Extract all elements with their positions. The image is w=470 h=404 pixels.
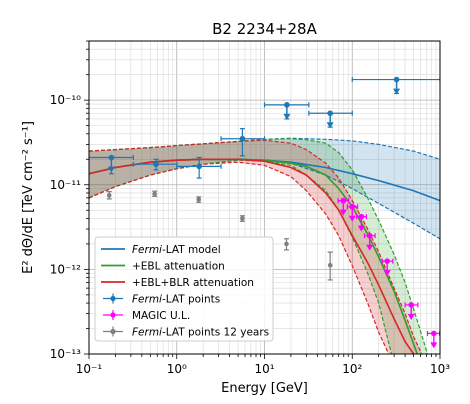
- x-tick-label: 10²: [342, 362, 362, 376]
- data-point: [196, 163, 202, 170]
- ul-arrow-head: [283, 113, 291, 120]
- data-point: [327, 110, 333, 117]
- data-point: [284, 241, 289, 247]
- y-tick-label: 10⁻¹⁰: [50, 93, 81, 107]
- ul-arrow-head: [339, 209, 347, 216]
- data-point: [284, 102, 290, 108]
- data-point: [196, 197, 202, 202]
- legend-label: Fermi-LAT points: [132, 294, 220, 306]
- data-point: [393, 76, 400, 83]
- y-axis-label: E² dΘ/dE [TeV cm⁻² s⁻¹]: [21, 121, 36, 274]
- ul-arrow-head: [357, 225, 365, 232]
- data-point: [358, 213, 365, 220]
- data-point: [240, 216, 245, 221]
- band-upper-edge: [89, 138, 429, 354]
- model-lines: [89, 137, 440, 354]
- y-tick-label: 10⁻¹¹: [50, 178, 81, 192]
- data-point: [106, 193, 112, 198]
- ul-arrow-head: [407, 313, 415, 320]
- legend: Fermi-LAT model +EBL attenuation +EBL+BLR …: [94, 236, 274, 342]
- data-point: [327, 262, 333, 268]
- ul-arrow-head: [326, 122, 334, 129]
- data-point: [349, 203, 356, 210]
- legend-label: MAGIC U.L.: [132, 310, 190, 322]
- data-point: [153, 161, 159, 167]
- data-point: [408, 302, 415, 308]
- x-axis-label: Energy [GeV]: [221, 381, 308, 396]
- data-point: [366, 232, 373, 239]
- band-2ca02c: [89, 138, 428, 354]
- x-tick-label: 10¹: [254, 362, 274, 376]
- plot-frame: [88, 40, 441, 355]
- model-line: [89, 158, 415, 354]
- legend-marker: [110, 328, 116, 335]
- ul-arrow-head: [393, 88, 401, 95]
- ul-arrow-head: [348, 215, 356, 222]
- x-tick-label: 10⁻¹: [76, 362, 103, 376]
- data-point: [108, 154, 115, 161]
- band-upper-edge: [89, 139, 423, 354]
- legend-label: +EBL attenuation: [132, 261, 225, 273]
- band-d62728: [89, 140, 422, 354]
- data-point: [239, 135, 246, 142]
- data-point: [384, 258, 390, 264]
- data-point: [431, 330, 437, 337]
- x-tick-label: 10³: [430, 362, 450, 376]
- legend-box: [94, 236, 274, 342]
- legend-marker: [110, 312, 116, 318]
- x-tick-label: 10⁰: [167, 362, 187, 376]
- y-tick-label: 10⁻¹³: [50, 347, 81, 361]
- legend-label: +EBL+BLR attenuation: [132, 277, 254, 289]
- legend-label: Fermi-LAT model: [132, 244, 221, 256]
- ul-arrow-head: [107, 166, 115, 173]
- ul-arrow-head: [366, 244, 374, 251]
- chart-title: B2 2234+28A: [212, 20, 317, 38]
- ul-arrow-head: [383, 270, 391, 277]
- y-tick-label: 10⁻¹²: [50, 262, 81, 276]
- ul-arrow-head: [430, 342, 438, 349]
- band-lower-edge: [89, 161, 390, 354]
- data-point: [340, 197, 347, 204]
- legend-marker: [110, 295, 116, 302]
- data-point: [152, 191, 157, 197]
- legend-label: Fermi-LAT points 12 years: [132, 327, 269, 339]
